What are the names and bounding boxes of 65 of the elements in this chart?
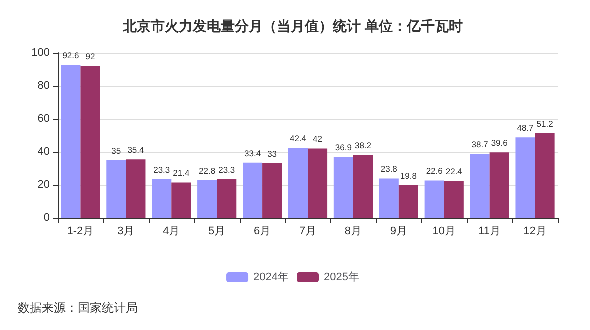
data-label: 92.6 bbox=[62, 50, 80, 61]
bar bbox=[535, 134, 555, 218]
data-label: 23.3 bbox=[218, 165, 236, 176]
x-tick-label: 1-2月 bbox=[67, 226, 94, 238]
y-tick-label: 80 bbox=[38, 80, 50, 92]
x-tick-label: 5月 bbox=[208, 226, 226, 238]
y-tick-label: 100 bbox=[32, 47, 50, 59]
bar bbox=[308, 148, 328, 218]
data-label: 38.7 bbox=[472, 140, 489, 150]
bar bbox=[172, 182, 192, 218]
bar bbox=[243, 162, 263, 218]
y-tick-label: 60 bbox=[38, 113, 50, 125]
bar bbox=[262, 164, 282, 218]
data-label: 22.4 bbox=[446, 166, 463, 177]
x-tick-label: 6月 bbox=[254, 226, 272, 238]
data-label: 42.4 bbox=[290, 134, 307, 144]
data-label: 35.4 bbox=[128, 145, 144, 156]
x-tick-label: 11月 bbox=[478, 226, 502, 238]
chart-title: 北京市火力发电量分月（当月值）统计 单位：亿千瓦时 bbox=[122, 18, 463, 34]
data-label: 22.6 bbox=[426, 166, 444, 176]
data-label: 38.2 bbox=[354, 140, 372, 150]
data-label: 33.4 bbox=[244, 148, 262, 158]
data-label: 21.4 bbox=[173, 168, 190, 178]
data-label: 48.7 bbox=[517, 123, 534, 134]
bar bbox=[80, 66, 100, 218]
bar bbox=[353, 154, 373, 218]
data-label: 35 bbox=[112, 146, 122, 156]
bar bbox=[516, 138, 536, 218]
bar bbox=[288, 148, 308, 218]
legend-label: 2024年 bbox=[254, 272, 290, 284]
x-tick-label: 3月 bbox=[118, 226, 135, 238]
x-tick-label: 8月 bbox=[344, 226, 362, 238]
y-tick-label: 20 bbox=[38, 179, 50, 191]
data-label: 42 bbox=[313, 134, 323, 144]
bar bbox=[152, 180, 172, 218]
data-label: 33 bbox=[268, 149, 278, 160]
bar bbox=[470, 154, 490, 218]
bar bbox=[106, 160, 126, 218]
bar bbox=[398, 185, 418, 218]
bar bbox=[126, 160, 146, 218]
bar bbox=[61, 65, 81, 218]
x-tick-label: 12月 bbox=[524, 226, 547, 238]
bar bbox=[444, 181, 464, 218]
data-label: 92 bbox=[86, 52, 96, 62]
data-label: 22.8 bbox=[199, 166, 216, 176]
x-tick-label: 9月 bbox=[390, 226, 408, 238]
data-label: 23.3 bbox=[154, 165, 170, 176]
x-tick-label: 4月 bbox=[163, 226, 180, 238]
data-label: 36.9 bbox=[335, 142, 352, 153]
legend-label: 2025年 bbox=[324, 272, 360, 284]
y-tick-label: 40 bbox=[38, 146, 50, 158]
source-note: 数据来源：国家统计局 bbox=[18, 301, 138, 315]
bar bbox=[490, 152, 510, 218]
data-label: 19.8 bbox=[400, 170, 418, 181]
x-tick-label: 10月 bbox=[432, 226, 456, 238]
bar bbox=[379, 178, 399, 218]
bar bbox=[198, 180, 218, 218]
bar bbox=[424, 180, 444, 218]
data-label: 23.8 bbox=[380, 164, 398, 174]
data-label: 51.2 bbox=[536, 119, 554, 130]
x-tick-label: 7月 bbox=[299, 226, 317, 238]
bar bbox=[217, 180, 237, 218]
bar bbox=[334, 157, 354, 218]
data-label: 39.6 bbox=[491, 138, 508, 148]
y-tick-label: 0 bbox=[44, 212, 50, 224]
